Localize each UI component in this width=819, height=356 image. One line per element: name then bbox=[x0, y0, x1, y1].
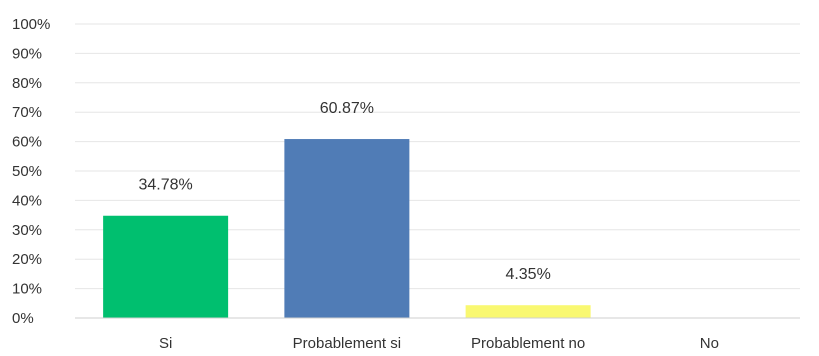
data-labels: 34.78% 60.87% 4.35% bbox=[138, 100, 550, 283]
x-axis-categories: Si Probablement si Probablement no No bbox=[159, 335, 719, 352]
y-tick-label: 100% bbox=[12, 16, 50, 33]
y-tick-label: 70% bbox=[12, 104, 42, 121]
bars bbox=[103, 139, 591, 318]
y-tick-label: 0% bbox=[12, 310, 34, 327]
y-tick-label: 10% bbox=[12, 281, 42, 298]
x-category-label: Probablement si bbox=[293, 335, 401, 352]
y-tick-label: 40% bbox=[12, 192, 42, 209]
y-tick-label: 30% bbox=[12, 222, 42, 239]
x-category-label: No bbox=[700, 335, 719, 352]
data-label: 60.87% bbox=[320, 100, 374, 117]
y-tick-label: 50% bbox=[12, 163, 42, 180]
x-category-label: Si bbox=[159, 335, 172, 352]
y-tick-label: 60% bbox=[12, 134, 42, 151]
bar-si bbox=[103, 215, 229, 318]
bar-probablement-no bbox=[465, 305, 591, 318]
y-tick-label: 20% bbox=[12, 251, 42, 268]
data-label: 4.35% bbox=[505, 266, 550, 283]
data-label: 34.78% bbox=[138, 177, 192, 194]
y-tick-label: 80% bbox=[12, 75, 42, 92]
x-category-label: Probablement no bbox=[471, 335, 585, 352]
bar-probablement-si bbox=[284, 139, 410, 318]
y-axis-ticks: 0% 10% 20% 30% 40% 50% 60% 70% 80% 90% 100% bbox=[12, 16, 50, 327]
y-tick-label: 90% bbox=[12, 45, 42, 62]
